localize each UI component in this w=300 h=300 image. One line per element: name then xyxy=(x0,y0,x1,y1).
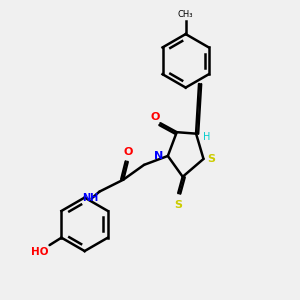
Text: NH: NH xyxy=(82,193,98,203)
Text: O: O xyxy=(123,147,132,158)
Text: H: H xyxy=(203,132,211,142)
Text: S: S xyxy=(207,154,215,164)
Text: O: O xyxy=(151,112,160,122)
Text: CH₃: CH₃ xyxy=(178,10,194,19)
Text: HO: HO xyxy=(31,247,48,256)
Text: S: S xyxy=(174,200,182,210)
Text: N: N xyxy=(154,151,164,161)
